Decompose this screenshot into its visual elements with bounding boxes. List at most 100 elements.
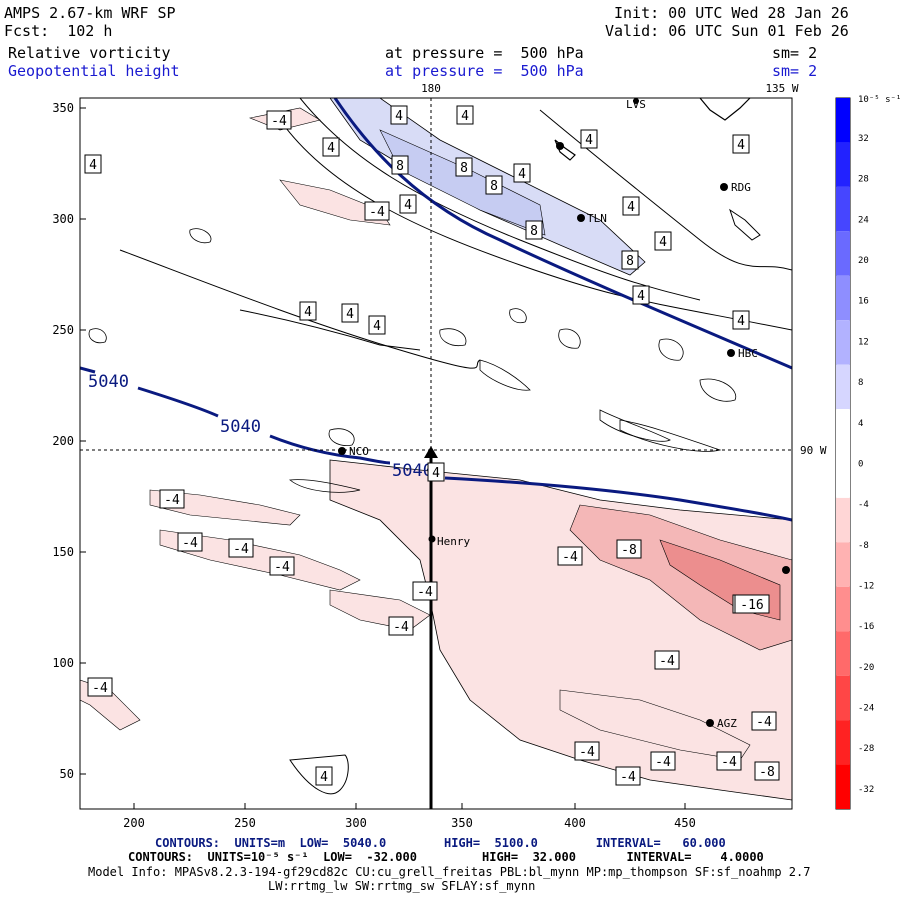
contour-label: 4: [304, 305, 312, 320]
colorbar-segment: [836, 409, 850, 454]
contour-label: -16: [740, 598, 763, 613]
contour-label: 4: [627, 200, 635, 215]
contour-small-9: [658, 338, 684, 361]
colorbar-tick: -4: [858, 500, 869, 510]
valid-time: Valid: 06 UTC Sun 01 Feb 26: [605, 22, 849, 40]
negative-streak-5: [279, 179, 391, 226]
contour-label: -4: [579, 745, 595, 760]
colorbar-segment: [836, 98, 850, 143]
height-label: 5040: [88, 372, 129, 392]
contour-small-5: [619, 419, 722, 452]
colorbar-segment: [836, 631, 850, 676]
x-axis: 200 250 300 350 400 450: [123, 816, 696, 830]
contour-label: 4: [404, 198, 412, 213]
contour-small-2: [599, 409, 671, 442]
contour-label: -4: [620, 770, 636, 785]
contour-label: 4: [327, 141, 335, 156]
footer-model-info: Model Info: MPASv8.2.3-194-gf29cd82c CU:…: [88, 865, 811, 879]
colorbar-tick: 0: [858, 459, 863, 469]
colorbar-tick: 8: [858, 378, 863, 388]
colorbar-tick: -28: [858, 744, 874, 754]
height-label: 5040: [220, 417, 261, 437]
label-90w: 90 W: [800, 444, 827, 457]
contour-label: -4: [92, 681, 108, 696]
height-contour-west-b: [137, 386, 219, 418]
colorbar-segment: [836, 231, 850, 276]
contour-label: -4: [182, 536, 198, 551]
station-label: AGZ: [717, 717, 737, 730]
vort-labels-positive: 4 4 4 4 4 4 4 4 4 4 4 4 4 4 4 4 8 8 8 8 …: [84, 105, 750, 786]
station-dot: [633, 98, 639, 104]
contour-label: -4: [756, 715, 772, 730]
field1-level: at pressure = 500 hPa: [385, 44, 584, 62]
colorbar-segment: [836, 320, 850, 365]
label-135w: 135 W: [765, 82, 798, 95]
model-title: AMPS 2.67-km WRF SP: [4, 4, 176, 22]
stations: NCO Henry RDG TLN HBC AGZ LVS: [338, 98, 790, 730]
contour-label: -4: [721, 755, 737, 770]
x-tick: 450: [674, 816, 696, 830]
contour-label: 4: [346, 307, 354, 322]
coastline-rdg: [729, 208, 761, 241]
contour-label: -4: [417, 585, 433, 600]
colorbar-segment: [836, 275, 850, 321]
colorbar-tick: 24: [858, 215, 869, 225]
contour-small-1: [189, 228, 212, 244]
footer-height-contours: CONTOURS: UNITS=m LOW= 5040.0 HIGH= 5100…: [155, 836, 726, 850]
contour-small-4: [699, 378, 737, 402]
colorbar-segment: [836, 142, 850, 187]
contour-label: -4: [164, 493, 180, 508]
contour-label: -4: [233, 542, 249, 557]
x-tick: 400: [564, 816, 586, 830]
colorbar-segment: [836, 497, 850, 543]
contour-label: 8: [626, 254, 634, 269]
forecast-hour: Fcst: 102 h: [4, 22, 113, 40]
station-label: LVS: [626, 98, 646, 111]
station-label: RDG: [731, 181, 751, 194]
field2-level: at pressure = 500 hPa: [385, 62, 584, 80]
colorbar-segment: [836, 453, 850, 498]
contour-label: 8: [490, 179, 498, 194]
station-dot: [577, 214, 585, 222]
contour-label: 4: [585, 133, 593, 148]
height-contour-north: [333, 98, 792, 370]
init-time: Init: 00 UTC Wed 28 Jan 26: [614, 4, 849, 22]
contour-label: 4: [637, 289, 645, 304]
station-label: Henry: [437, 535, 470, 548]
y-axis: 350 300 250 200 150 100 50: [52, 101, 74, 781]
x-tick: 250: [234, 816, 256, 830]
colorbar-tick: -20: [858, 663, 874, 673]
height-contour-middle: [269, 434, 391, 465]
contour-label: -4: [655, 755, 671, 770]
y-tick: 100: [52, 656, 74, 670]
colorbar-segment: [836, 364, 850, 410]
y-tick: 200: [52, 434, 74, 448]
height-contour-west-a: [80, 366, 96, 374]
y-tick: 350: [52, 101, 74, 115]
y-tick: 300: [52, 212, 74, 226]
negative-streak-2: [159, 529, 361, 591]
contour-small-10: [328, 428, 355, 447]
x-tick: 300: [345, 816, 367, 830]
contour-label: 8: [530, 224, 538, 239]
field2-name: Geopotential height: [8, 62, 180, 80]
vorticity-field: [80, 98, 792, 809]
colorbar-segment: [836, 186, 850, 232]
colorbar-segment: [836, 586, 850, 632]
colorbar-segment: [836, 542, 850, 587]
tick-marks: [80, 107, 686, 809]
contour-label: 4: [737, 314, 745, 329]
footer-vort-contours: CONTOURS: UNITS=10⁻⁵ s⁻¹ LOW= -32.000 HI…: [128, 850, 764, 864]
plot-frame: [79, 97, 793, 810]
height-contour-east: [444, 476, 792, 522]
contour-label: -4: [271, 114, 287, 129]
contour-label: 4: [432, 466, 440, 481]
x-tick: 350: [451, 816, 473, 830]
colorbar-tick: -16: [858, 622, 874, 632]
contour-label: -4: [274, 560, 290, 575]
colorbar-tick: -12: [858, 581, 874, 591]
contour-label: 4: [518, 167, 526, 182]
contour-label: 8: [396, 159, 404, 174]
contour-4-c: [119, 249, 481, 369]
label-180: 180: [421, 82, 441, 95]
